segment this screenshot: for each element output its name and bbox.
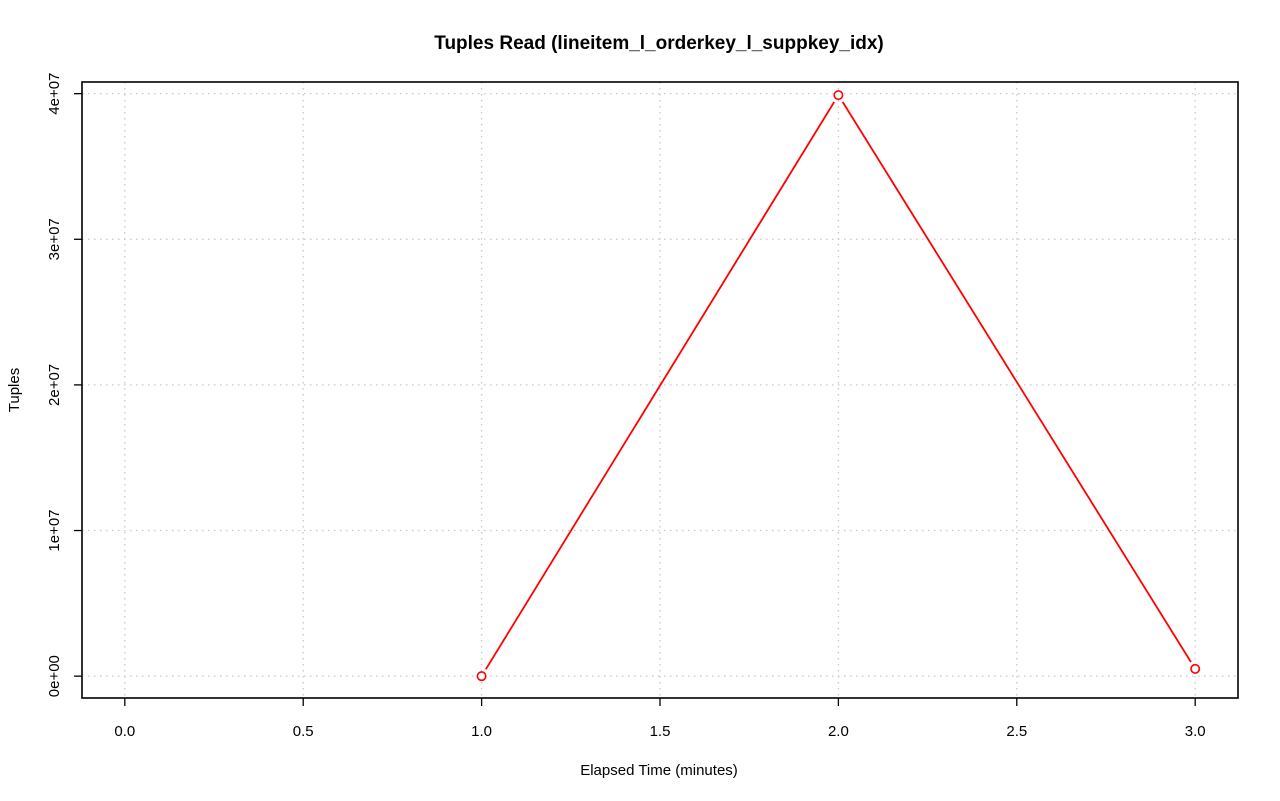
data-point xyxy=(1190,663,1201,674)
series-line-segment xyxy=(841,101,1192,663)
plot-frame xyxy=(81,81,1239,699)
y-tick-label: 3e+07 xyxy=(46,218,63,260)
x-tick-label: 2.0 xyxy=(828,723,849,740)
y-tick-label: 2e+07 xyxy=(46,364,63,406)
x-axis-label: Elapsed Time (minutes) xyxy=(580,762,738,779)
x-tick-label: 1.5 xyxy=(650,723,671,740)
data-point xyxy=(833,90,844,101)
x-tick-label: 2.5 xyxy=(1006,723,1027,740)
data-series xyxy=(476,90,1201,682)
series-line-segment xyxy=(485,101,835,670)
x-tick-label: 0.0 xyxy=(114,723,135,740)
y-tick-label: 1e+07 xyxy=(46,509,63,551)
x-tick-label: 3.0 xyxy=(1185,723,1206,740)
y-axis-label: Tuples xyxy=(6,368,23,412)
y-tick-label: 0e+00 xyxy=(46,655,63,697)
x-tick-label: 0.5 xyxy=(293,723,314,740)
axes: 0.0 0.5 1.0 1.5 2.0 2.5 3.0 0e+00 1e+07 2e+07 3e+0… xyxy=(46,73,1206,740)
grid xyxy=(82,82,1238,698)
chart-title: Tuples Read (lineitem_l_orderkey_l_suppk… xyxy=(434,33,884,54)
y-tick-label: 4e+07 xyxy=(46,73,63,115)
data-point xyxy=(476,671,487,682)
x-tick-label: 1.0 xyxy=(471,723,492,740)
